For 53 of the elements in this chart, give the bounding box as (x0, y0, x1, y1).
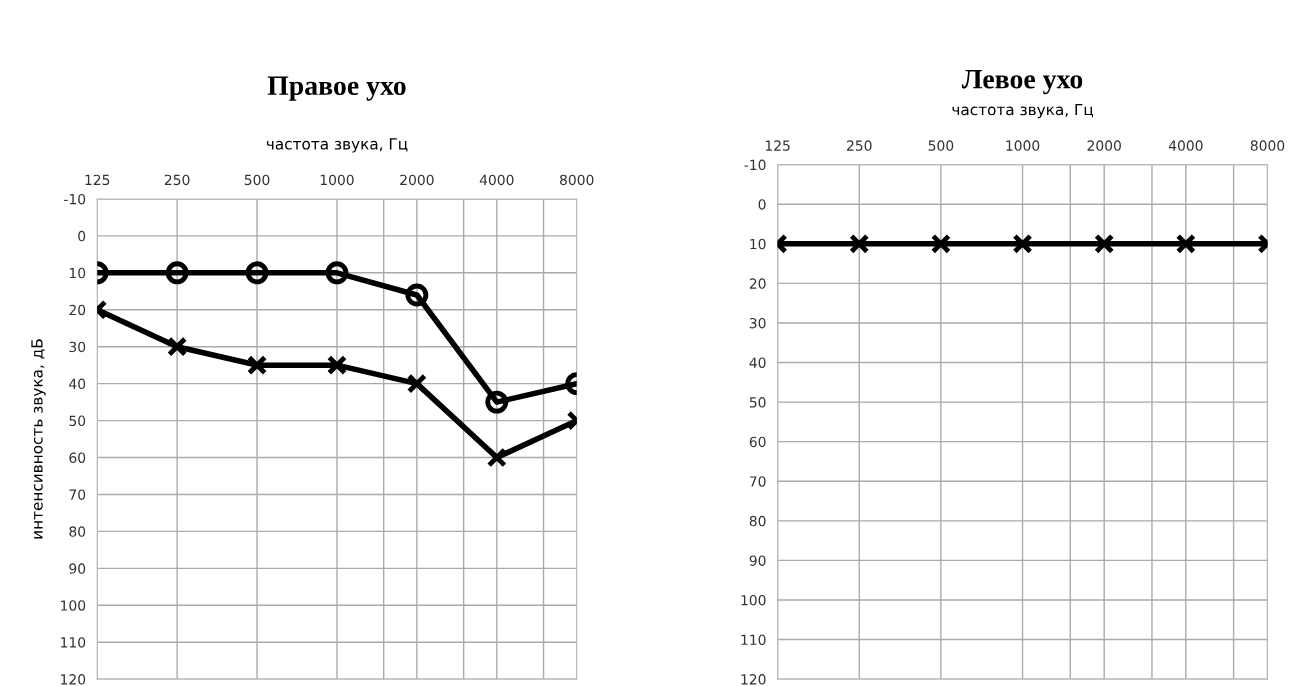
y-tick-label: 50 (749, 397, 766, 408)
y-tick-label: 60 (69, 452, 86, 463)
y-tick-label: 10 (750, 238, 766, 250)
chart-title: Правое ухо (267, 76, 406, 101)
x-tick-label: 2000 (400, 174, 434, 186)
y-tick-label: -10 (64, 193, 86, 205)
y-tick-label: 60 (749, 436, 766, 448)
x-tick-label: 8000 (559, 174, 594, 186)
y-tick-label: 80 (749, 515, 766, 527)
x-tick-label: 4000 (479, 174, 514, 186)
y-tick-label: 20 (749, 278, 766, 289)
point (326, 355, 348, 376)
y-tick-label: 80 (69, 526, 86, 537)
y-tick-label: 120 (741, 674, 766, 685)
y-tick-label: 90 (69, 563, 86, 574)
x-tick-label: 250 (164, 174, 190, 186)
y-tick-label: 70 (749, 476, 766, 487)
x-tick-label: 250 (847, 140, 872, 151)
y-tick-label: 120 (61, 674, 86, 685)
y-tick-label: 110 (61, 637, 86, 648)
x-tick-label: 4000 (1168, 140, 1203, 151)
y-tick-label: 0 (78, 230, 86, 242)
y-tick-label: 70 (69, 489, 86, 500)
x-axis-title: частота звука, Гц (266, 138, 408, 153)
x-tick-label: 500 (244, 174, 270, 186)
x-tick-label: 1000 (1006, 140, 1040, 151)
x-tick-label: 1000 (320, 174, 354, 186)
x-tick-label: 500 (928, 140, 954, 151)
y-tick-label: 100 (741, 594, 766, 606)
x-tick-label: 2000 (1087, 140, 1121, 151)
point (245, 261, 269, 285)
y-tick-label: 10 (69, 267, 86, 279)
y-tick-label: -10 (744, 159, 766, 171)
y-tick-label: 30 (749, 317, 766, 329)
y-tick-label: 0 (758, 199, 766, 210)
point (246, 355, 268, 376)
chart-title: Левое ухо (961, 70, 1083, 95)
x-tick-label: 8000 (1250, 140, 1285, 151)
point (405, 283, 429, 307)
y-tick-label: 40 (749, 357, 766, 368)
x-tick-label: 125 (765, 140, 790, 151)
x-tick-label: 125 (85, 174, 110, 186)
y-axis-title: интенсивность звука, дБ (31, 339, 46, 539)
y-tick-label: 30 (69, 341, 86, 353)
y-tick-label: 100 (61, 600, 86, 611)
point (406, 373, 427, 394)
y-tick-label: 110 (741, 634, 766, 646)
y-tick-label: 90 (749, 555, 766, 566)
x-axis-title: частота звука, Гц (952, 103, 1094, 119)
y-tick-label: 20 (69, 304, 86, 316)
y-tick-label: 40 (69, 378, 86, 390)
y-tick-label: 50 (69, 415, 86, 427)
point (325, 261, 349, 285)
